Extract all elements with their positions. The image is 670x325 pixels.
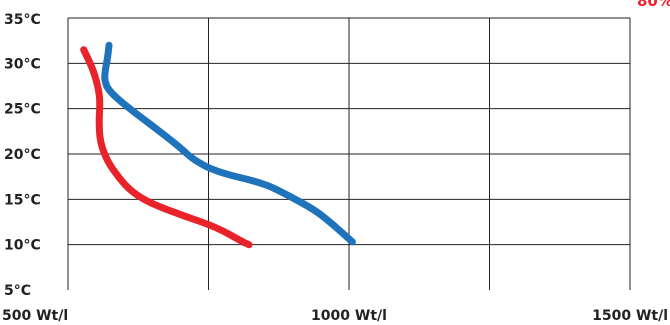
series-line-1 <box>80 46 253 249</box>
x-tick-label: 1500 Wt/l <box>592 308 668 324</box>
y-tick-label: 5°C <box>4 283 31 299</box>
y-tick-label: 10°C <box>4 238 41 254</box>
y-tick-label: 35°C <box>4 12 41 28</box>
y-tick-label: 30°C <box>4 56 41 72</box>
y-tick-label: 25°C <box>4 102 41 118</box>
x-tick-label: 500 Wt/l <box>2 308 68 324</box>
y-tick-label: 20°C <box>4 147 41 163</box>
corner-label: 80% <box>637 0 670 10</box>
grid <box>67 17 631 290</box>
y-tick-label: 15°C <box>4 192 41 208</box>
x-tick-label: 1000 Wt/l <box>311 308 387 324</box>
series-line-2 <box>101 41 356 246</box>
series-layer <box>80 41 356 249</box>
